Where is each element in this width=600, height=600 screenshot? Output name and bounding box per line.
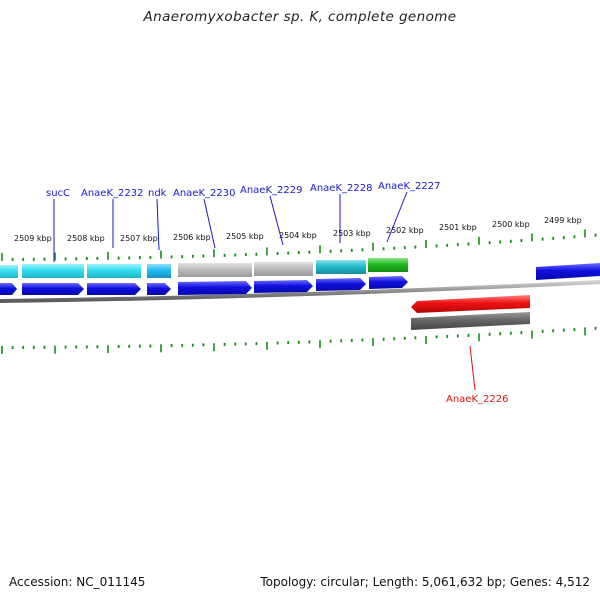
gene-label-ndk[interactable]: ndk xyxy=(148,188,167,199)
feature-AnaeK_2232[interactable] xyxy=(87,264,141,278)
scale-label-2506: 2506 kbp xyxy=(173,233,211,242)
upper-scale-ticks xyxy=(1,229,597,261)
feature-AnaeK_2229[interactable] xyxy=(254,262,313,276)
feature-AnaeK_2227[interactable] xyxy=(368,258,408,272)
cds-arrow-sucC[interactable] xyxy=(22,283,84,295)
cds-track xyxy=(0,263,600,313)
cds-arrow-AnaeK_2230[interactable] xyxy=(178,281,252,295)
scale-label-2505: 2505 kbp xyxy=(226,232,264,241)
cds-arrow[interactable] xyxy=(0,283,17,295)
leader-AnaeK_2229 xyxy=(269,195,284,246)
label-leaders xyxy=(53,191,476,391)
cds-arrow-AnaeK_2229[interactable] xyxy=(254,280,313,293)
genome-title: Anaeromyxobacter sp. K, complete genome xyxy=(143,9,457,25)
feature-sucC[interactable] xyxy=(22,264,84,278)
feature-AnaeK_2228[interactable] xyxy=(316,260,366,274)
scale-label-2500: 2500 kbp xyxy=(492,220,530,229)
gene-label-AnaeK_2230[interactable]: AnaeK_2230 xyxy=(173,188,235,199)
cds-arrow-AnaeK_2226[interactable] xyxy=(411,295,530,313)
genome-summary-text: Topology: circular; Length: 5,061,632 bp… xyxy=(260,575,590,589)
leader-AnaeK_2226 xyxy=(469,345,476,391)
feature-ndk[interactable] xyxy=(147,264,171,278)
gene-label-sucC[interactable]: sucC xyxy=(46,188,70,199)
cds-arrow-AnaeK_2228[interactable] xyxy=(316,278,366,291)
feature-AnaeK_2230[interactable] xyxy=(178,263,252,277)
scale-label-2504: 2504 kbp xyxy=(279,231,317,240)
accession-text: Accession: NC_011145 xyxy=(9,575,146,589)
gene-label-AnaeK_2226[interactable]: AnaeK_2226 xyxy=(446,394,508,405)
scale-label-2508: 2508 kbp xyxy=(67,234,105,243)
gene-label-AnaeK_2227[interactable]: AnaeK_2227 xyxy=(378,181,440,192)
cds-arrow-ndk[interactable] xyxy=(147,283,171,295)
gene-label-AnaeK_2228[interactable]: AnaeK_2228 xyxy=(310,183,372,194)
leader-AnaeK_2230 xyxy=(203,198,216,249)
cds-arrow-AnaeK_2232[interactable] xyxy=(87,283,141,295)
feature-cyan-edge[interactable] xyxy=(0,265,18,278)
leader-ndk xyxy=(156,198,160,251)
scale-label-2509: 2509 kbp xyxy=(14,234,52,243)
scale-label-2503: 2503 kbp xyxy=(333,229,371,238)
gene-labels: sucC AnaeK_2232 ndk AnaeK_2230 AnaeK_222… xyxy=(46,181,508,405)
scale-label-2502: 2502 kbp xyxy=(386,226,424,235)
feature-track xyxy=(0,258,530,330)
feature-AnaeK_2226[interactable] xyxy=(411,312,530,330)
scale-label-2507: 2507 kbp xyxy=(120,234,158,243)
leader-AnaeK_2227 xyxy=(386,191,408,243)
scale-label-2501: 2501 kbp xyxy=(439,223,477,232)
cds-arrow-AnaeK_2227[interactable] xyxy=(369,276,408,289)
scale-label-2499: 2499 kbp xyxy=(544,216,582,225)
gene-label-AnaeK_2232[interactable]: AnaeK_2232 xyxy=(81,188,143,199)
cds-arrow-right-edge[interactable] xyxy=(536,263,600,280)
lower-scale-ticks xyxy=(1,326,597,354)
gene-label-AnaeK_2229[interactable]: AnaeK_2229 xyxy=(240,185,302,196)
scale-labels: 2509 kbp 2508 kbp 2507 kbp 2506 kbp 2505… xyxy=(14,216,582,243)
genome-backbone xyxy=(0,280,600,303)
